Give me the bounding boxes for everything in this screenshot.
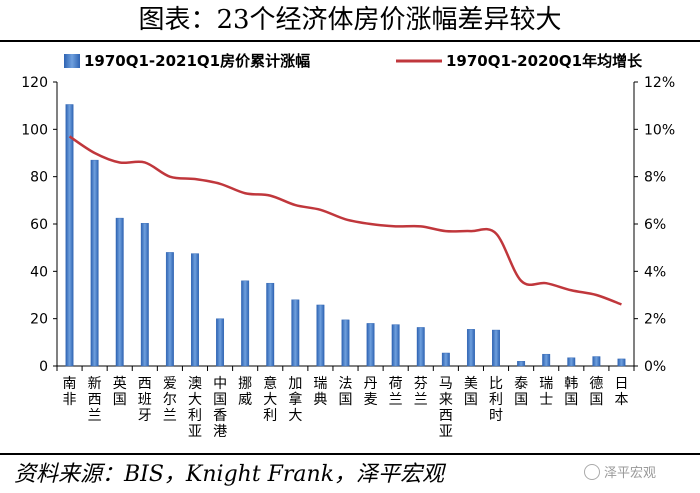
source-note: 资料来源：BIS，Knight Frank，泽平宏观	[14, 462, 445, 487]
category-label: 西班牙	[138, 376, 152, 424]
watermark: 泽平宏观	[584, 462, 656, 481]
category-label: 瑞典	[313, 376, 327, 408]
bar	[291, 299, 300, 367]
bar	[617, 358, 626, 367]
left-tick-label: 40	[30, 264, 48, 280]
legend-bar-label: 1970Q1-2021Q1房价累计涨幅	[84, 52, 310, 70]
bar	[90, 159, 99, 367]
bar	[115, 217, 124, 367]
legend-line-label: 1970Q1-2020Q1年均增长	[446, 52, 643, 70]
bar	[266, 282, 275, 367]
category-label: 德国	[589, 376, 603, 408]
category-label: 比利时	[489, 376, 503, 424]
bar	[341, 319, 350, 367]
bar	[316, 304, 325, 367]
category-label: 瑞士	[539, 376, 553, 408]
left-tick-label: 80	[30, 170, 48, 186]
bar	[466, 329, 475, 367]
bar	[366, 323, 375, 367]
category-label: 意大利	[263, 375, 277, 424]
growth-line	[68, 135, 622, 306]
category-label: 南非	[63, 376, 77, 408]
category-label: 英国	[113, 375, 127, 408]
right-tick-label: 0%	[644, 359, 666, 375]
right-tick-label: 10%	[644, 122, 675, 138]
bar	[542, 353, 551, 367]
bar	[567, 357, 576, 367]
legend-bar-swatch	[64, 54, 80, 68]
wechat-icon	[584, 463, 600, 480]
watermark-text: 泽平宏观	[604, 466, 657, 481]
chart-title: 图表：23个经济体房价涨幅差异较大	[138, 5, 562, 35]
top-rule	[0, 40, 700, 42]
chart-area: 1970Q1-2021Q1房价累计涨幅 1970Q1-2020Q1年均增长 0 2…	[21, 52, 675, 440]
right-tick-label: 6%	[644, 217, 666, 233]
left-tick-label: 60	[30, 217, 48, 233]
bar	[191, 253, 199, 367]
category-label: 澳大利亚	[188, 376, 202, 440]
right-tick-label: 4%	[644, 264, 666, 280]
category-label: 新西兰	[88, 376, 102, 424]
bar	[517, 361, 526, 367]
bar	[65, 104, 74, 367]
category-label: 美国	[464, 376, 478, 408]
bar	[241, 280, 250, 367]
left-tick-label: 0	[39, 359, 48, 375]
category-label: 荷兰	[389, 376, 403, 408]
bar	[492, 329, 500, 367]
category-label: 爱尔兰	[163, 376, 177, 424]
bar	[592, 356, 601, 367]
left-tick-label: 100	[21, 122, 48, 138]
bar	[216, 318, 225, 367]
left-tick-label: 120	[21, 75, 48, 91]
category-label: 挪威	[238, 376, 252, 408]
right-tick-label: 8%	[644, 170, 666, 186]
bar	[140, 223, 149, 367]
right-tick-label: 2%	[644, 312, 666, 328]
category-label: 日本	[614, 376, 628, 408]
left-tick-label: 20	[30, 312, 48, 328]
category-label: 加拿大	[288, 376, 302, 424]
category-label: 法国	[339, 376, 353, 408]
category-label: 韩国	[564, 376, 578, 408]
category-label: 泰国	[514, 376, 528, 408]
legend: 1970Q1-2021Q1房价累计涨幅 1970Q1-2020Q1年均增长	[64, 52, 643, 70]
bar	[441, 352, 450, 367]
category-label: 丹麦	[364, 376, 378, 408]
bar	[391, 324, 400, 367]
bottom-rule	[0, 453, 700, 455]
bar	[416, 327, 425, 367]
category-label: 中国香港	[213, 376, 227, 440]
category-label: 芬兰	[414, 376, 428, 408]
bar	[165, 252, 174, 367]
right-tick-label: 12%	[644, 75, 675, 91]
category-label: 马来西亚	[439, 376, 453, 440]
